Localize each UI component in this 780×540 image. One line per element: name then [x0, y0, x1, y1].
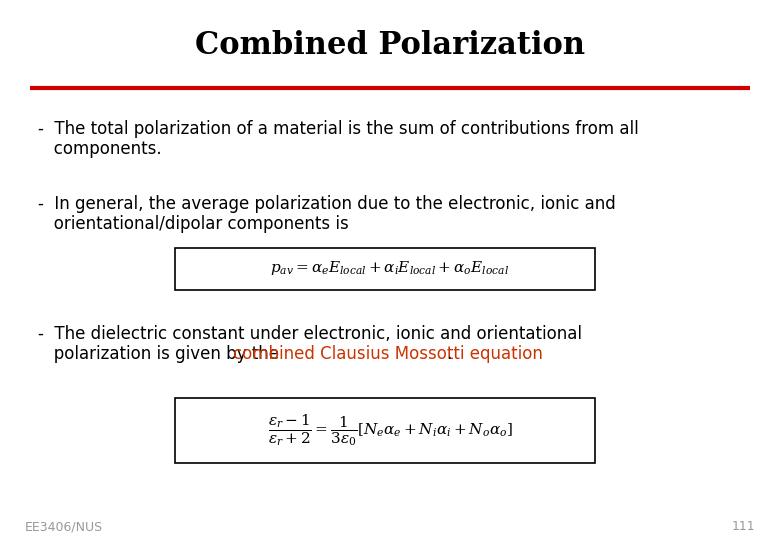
Text: -  The dielectric constant under electronic, ionic and orientational: - The dielectric constant under electron… [38, 325, 582, 343]
Text: 111: 111 [732, 520, 755, 533]
Text: Combined Polarization: Combined Polarization [195, 30, 585, 60]
Text: $\dfrac{\varepsilon_r - 1}{\varepsilon_r + 2} = \dfrac{1}{3\varepsilon_0}\left[N: $\dfrac{\varepsilon_r - 1}{\varepsilon_r… [268, 412, 512, 448]
FancyBboxPatch shape [175, 398, 595, 463]
Text: combined Clausius Mossotti equation: combined Clausius Mossotti equation [233, 345, 543, 363]
Text: -  The total polarization of a material is the sum of contributions from all: - The total polarization of a material i… [38, 120, 639, 138]
Text: .: . [447, 345, 452, 363]
Text: components.: components. [38, 140, 161, 158]
Text: -  In general, the average polarization due to the electronic, ionic and: - In general, the average polarization d… [38, 195, 615, 213]
Text: polarization is given by the: polarization is given by the [38, 345, 284, 363]
Text: orientational/dipolar components is: orientational/dipolar components is [38, 215, 349, 233]
Text: EE3406/NUS: EE3406/NUS [25, 520, 103, 533]
FancyBboxPatch shape [175, 248, 595, 290]
Text: $p_{av} = \alpha_e E_{local} + \alpha_i E_{local} + \alpha_o E_{local}$: $p_{av} = \alpha_e E_{local} + \alpha_i … [271, 259, 509, 277]
